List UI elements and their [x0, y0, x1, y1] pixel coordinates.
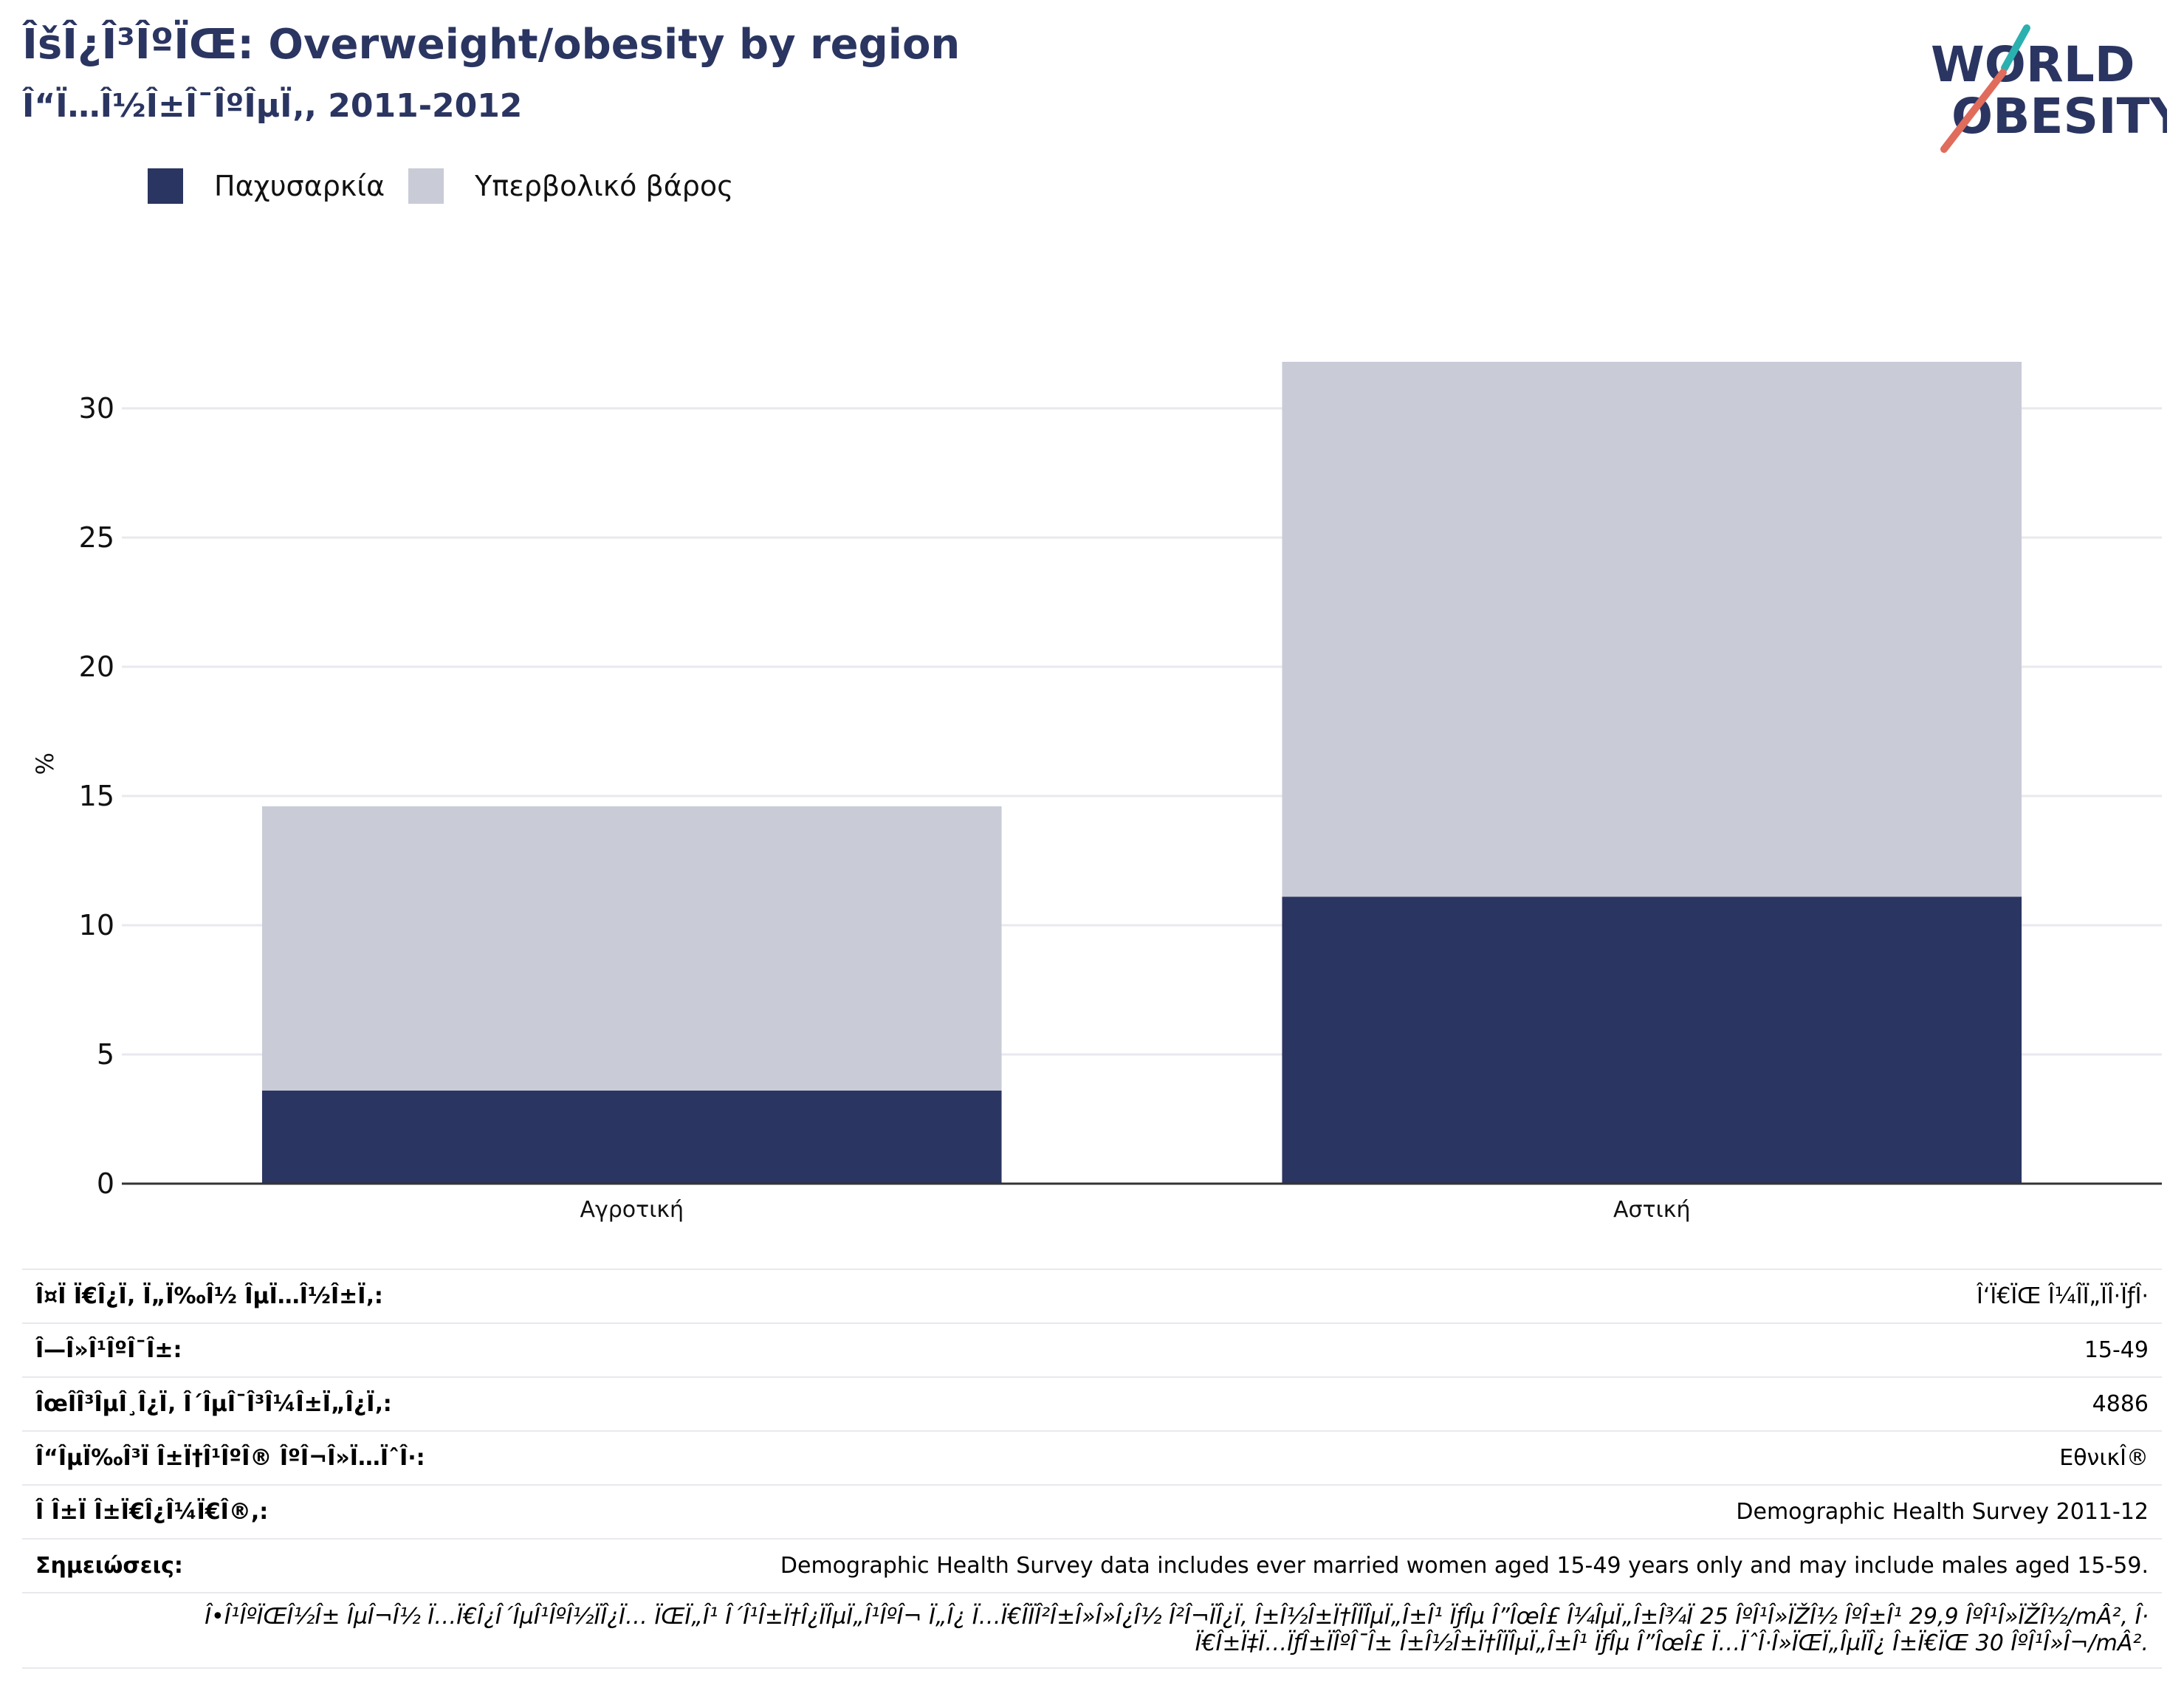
legend-swatch-overweight [408, 168, 444, 204]
svg-text:WORLD: WORLD [1931, 36, 2135, 93]
chart-title: ÎšÎ¿Î³ÎºÏŒ: Overweight/obesity by region [22, 21, 961, 69]
definition-footnote: Î•Î¹ÎºÏŒÎ½Î± ÎµÎ¬Î½ Ï…Ï€Î¿Î´ÎµÎ¹ÎºÎ½ÏÎ¿Ï… [22, 1592, 2162, 1669]
legend-label-obesity: Παχυσαρκία [214, 170, 385, 202]
info-row-measure-type: Î¤Ï Ï€Î¿Ï‚ Ï„Ï‰Î½ ÎµÏ…Î½Î±Ï‚: Î‘Ï€ÏŒ Î¼Î… [22, 1269, 2162, 1322]
chart-legend: Παχυσαρκία Υπερβολικό βάρος [148, 168, 757, 204]
y-tick-label: 15 [79, 780, 114, 812]
footnote-line: Î•Î¹ÎºÏŒÎ½Î± ÎµÎ¬Î½ Ï…Ï€Î¿Î´ÎµÎ¹ÎºÎ½ÏÎ¿Ï… [205, 1604, 2149, 1630]
info-value: Demographic Health Survey 2011-12 [1736, 1499, 2149, 1525]
x-tick-label: Αγροτική [580, 1197, 684, 1223]
info-label: Î¤Ï Ï€Î¿Ï‚ Ï„Ï‰Î½ ÎµÏ…Î½Î±Ï‚: [35, 1283, 383, 1309]
info-row-coverage: Î“ÎµÏ‰Î³Ï Î±Ï†Î¹ÎºÎ® ÎºÎ¬Î»Ï…ÏˆÎ·: Εθνικ… [22, 1430, 2162, 1484]
footnote-line: Ï€Î±Ï‡Ï…ÏƒÎ±ÏÎºÎ¯Î± Î±Î½Î±Ï†Î­ÏÎµÏ„Î±Î¹ … [1195, 1630, 2149, 1656]
info-label: Σημειώσεις: [35, 1553, 183, 1579]
info-value: 4886 [2092, 1391, 2149, 1417]
info-value: ΕθνικÎ® [2059, 1445, 2149, 1471]
bar-obesity [261, 1091, 1002, 1184]
bar-chart: 0 5 10 15 20 25 30% Αγροτική Αστική [31, 362, 2162, 1223]
y-tick-label: 25 [79, 521, 114, 554]
chart-subtitle: Î“Ï…Î½Î±Î¯ÎºÎµÏ‚, 2011-2012 [22, 87, 523, 125]
legend-item-obesity: Παχυσαρκία [148, 168, 385, 204]
y-tick-label: 0 [97, 1167, 114, 1200]
y-tick-label: 5 [97, 1038, 114, 1071]
info-label: ÎœÎ­Î³ÎµÎ¸Î¿Ï‚ Î´ÎµÎ¯Î³Î¼Î±Ï„Î¿Ï‚: [35, 1391, 392, 1417]
y-tick-label: 10 [79, 909, 114, 941]
info-row-sample-size: ÎœÎ­Î³ÎµÎ¸Î¿Ï‚ Î´ÎµÎ¯Î³Î¼Î±Ï„Î¿Ï‚: 4886 [22, 1376, 2162, 1430]
legend-label-overweight: Υπερβολικό βάρος [475, 170, 734, 202]
info-value: Demographic Health Survey data includes … [780, 1553, 2149, 1579]
info-table: Î¤Ï Ï€Î¿Ï‚ Ï„Ï‰Î½ ÎµÏ…Î½Î±Ï‚: Î‘Ï€ÏŒ Î¼Î… [22, 1269, 2162, 1669]
info-label: Î—Î»Î¹ÎºÎ¯Î±: [35, 1337, 182, 1363]
bar-overweight [1282, 362, 2022, 897]
y-tick-label: 30 [79, 392, 114, 425]
bar-obesity [1282, 896, 2022, 1184]
legend-swatch-obesity [148, 168, 183, 204]
info-row-notes: Σημειώσεις: Demographic Health Survey da… [22, 1538, 2162, 1592]
y-axis-label: % [31, 752, 59, 775]
info-value: Î‘Ï€ÏŒ Î¼Î­Ï„ÏÎ·ÏƒÎ· [1977, 1283, 2149, 1309]
world-obesity-logo: WORLD OBESITY [1931, 24, 2167, 153]
x-tick-label: Αστική [1613, 1197, 1690, 1223]
y-tick-label: 20 [79, 651, 114, 683]
info-label: Î Î±Ï Î±Ï€Î¿Î¼Ï€Î®,: [35, 1499, 269, 1525]
bar-overweight [261, 806, 1002, 1091]
legend-item-overweight: Υπερβολικό βάρος [408, 168, 733, 204]
info-row-source: Î Î±Ï Î±Ï€Î¿Î¼Ï€Î®,: Demographic Health … [22, 1484, 2162, 1538]
info-value: 15-49 [2084, 1337, 2149, 1363]
info-label: Î“ÎµÏ‰Î³Ï Î±Ï†Î¹ÎºÎ® ÎºÎ¬Î»Ï…ÏˆÎ·: [35, 1445, 425, 1471]
info-row-age: Î—Î»Î¹ÎºÎ¯Î±: 15-49 [22, 1322, 2162, 1376]
